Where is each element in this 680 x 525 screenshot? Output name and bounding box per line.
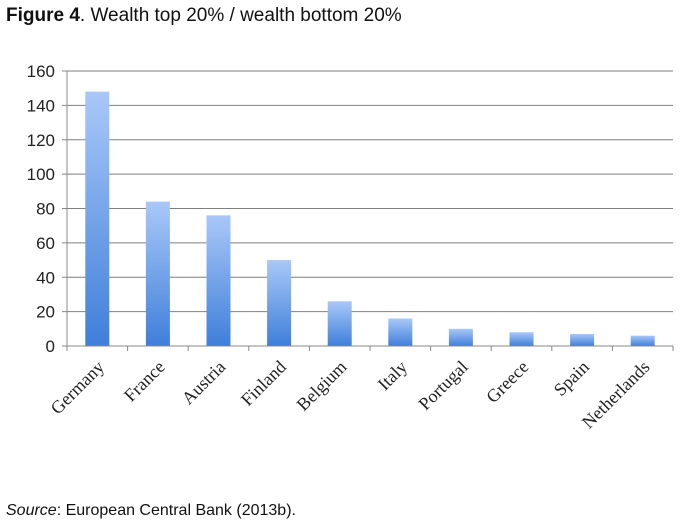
bars: [85, 91, 655, 346]
y-tick-label: 160: [27, 62, 55, 81]
y-tick-label: 60: [36, 234, 55, 253]
y-axis-ticks: 0 20 40 60 80 100 120 140 160: [27, 62, 67, 356]
bar: [267, 260, 292, 346]
x-tick-label: Germany: [47, 357, 109, 419]
axes: [66, 71, 673, 347]
figure-number: Figure 4: [6, 5, 80, 26]
y-tick-label: 40: [36, 268, 55, 287]
bar: [509, 332, 534, 346]
source-text: : European Central Bank (2013b).: [56, 502, 296, 519]
y-tick-label: 100: [27, 165, 55, 184]
y-tick-label: 20: [36, 303, 55, 322]
x-tick-label: Austria: [178, 357, 230, 409]
bar: [206, 215, 231, 346]
bar: [630, 335, 655, 346]
figure-title: Figure 4. Wealth top 20% / wealth bottom…: [6, 5, 402, 27]
bar: [145, 201, 170, 346]
bar: [448, 328, 473, 346]
x-tick-label: Greece: [482, 357, 532, 407]
x-axis-ticks: Germany France Austria Finland Belgium Italy P…: [47, 346, 674, 432]
x-tick-label: Portugal: [414, 357, 471, 414]
y-tick-label: 120: [27, 131, 55, 150]
source-label: Source: [6, 502, 57, 519]
x-tick-label: Finland: [237, 357, 290, 410]
bar-chart: 0 20 40 60 80 100 120 140 160 Germany France Austr…: [27, 62, 674, 432]
bar: [570, 333, 595, 346]
x-tick-label: France: [120, 357, 169, 406]
x-tick-label: Spain: [550, 357, 593, 400]
y-tick-label: 80: [36, 200, 55, 219]
source-note: Source: European Central Bank (2013b).: [6, 502, 296, 520]
bar: [327, 301, 352, 346]
y-tick-label: 140: [27, 96, 55, 115]
bar: [388, 318, 413, 346]
bar: [85, 91, 110, 346]
x-tick-label: Belgium: [293, 357, 351, 415]
figure-title-text: . Wealth top 20% / wealth bottom 20%: [79, 5, 402, 26]
x-tick-label: Italy: [374, 357, 411, 394]
y-tick-label: 0: [46, 337, 55, 356]
